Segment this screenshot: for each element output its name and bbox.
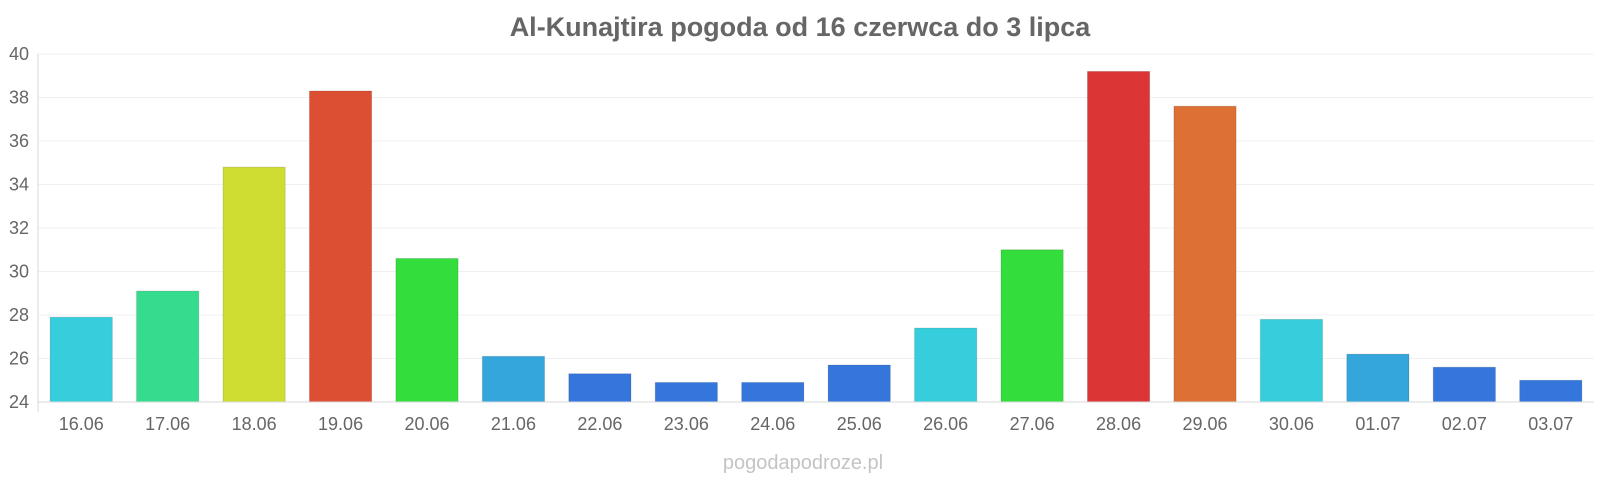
x-tick-label: 18.06 (232, 414, 277, 434)
chart-title: Al-Kunajtira pogoda od 16 czerwca do 3 l… (510, 12, 1092, 42)
x-tick-label: 03.07 (1528, 414, 1573, 434)
bar[interactable] (654, 381, 718, 403)
x-tick-label: 20.06 (404, 414, 449, 434)
x-tick-label: 01.07 (1355, 414, 1400, 434)
x-tick-label: 27.06 (1010, 414, 1055, 434)
x-tick-label: 25.06 (837, 414, 882, 434)
bar[interactable] (914, 327, 978, 403)
bar[interactable] (1259, 318, 1324, 403)
bar[interactable] (827, 364, 891, 403)
x-tick-label: 28.06 (1096, 414, 1141, 434)
x-tick-label: 22.06 (577, 414, 622, 434)
x-tick-label: 24.06 (750, 414, 795, 434)
y-tick-label: 32 (9, 218, 29, 238)
x-tick-label: 23.06 (664, 414, 709, 434)
bar[interactable] (741, 381, 805, 403)
axis-layer (37, 54, 1594, 412)
y-tick-labels: 24 26 28 30 32 34 36 38 40 (9, 44, 29, 412)
bar[interactable] (1173, 105, 1237, 403)
x-tick-label: 02.07 (1442, 414, 1487, 434)
bar[interactable] (136, 290, 200, 403)
bar[interactable] (395, 257, 459, 403)
bar[interactable] (1519, 379, 1583, 403)
bar[interactable] (1000, 249, 1064, 403)
bar[interactable] (1346, 353, 1410, 403)
bar[interactable] (481, 355, 546, 403)
y-tick-label: 30 (9, 262, 29, 282)
bars-layer (49, 70, 1583, 403)
x-tick-label: 17.06 (145, 414, 190, 434)
y-tick-label: 26 (9, 349, 29, 369)
bar[interactable] (1432, 366, 1496, 403)
x-tick-label: 30.06 (1269, 414, 1314, 434)
x-tick-label: 19.06 (318, 414, 363, 434)
bar[interactable] (222, 166, 286, 403)
grid-layer (38, 53, 1594, 403)
y-tick-label: 36 (9, 131, 29, 151)
bar[interactable] (49, 316, 113, 403)
y-tick-label: 38 (9, 88, 29, 108)
bar[interactable] (308, 90, 373, 403)
watermark: pogodapodroze.pl (723, 452, 883, 474)
x-tick-label: 21.06 (491, 414, 536, 434)
x-tick-label: 26.06 (923, 414, 968, 434)
x-tick-labels: 16.06 17.06 18.06 19.06 20.06 21.06 22.06 23.06… (59, 414, 1574, 434)
y-tick-label: 34 (9, 175, 29, 195)
y-tick-label: 28 (9, 305, 29, 325)
x-tick-label: 16.06 (59, 414, 104, 434)
y-tick-label: 24 (9, 392, 29, 412)
bar[interactable] (568, 373, 632, 403)
y-tick-label: 40 (9, 44, 29, 64)
bar[interactable] (1086, 70, 1151, 403)
x-tick-label: 29.06 (1182, 414, 1227, 434)
